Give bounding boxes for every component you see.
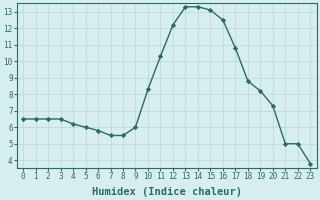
X-axis label: Humidex (Indice chaleur): Humidex (Indice chaleur) <box>92 186 242 197</box>
